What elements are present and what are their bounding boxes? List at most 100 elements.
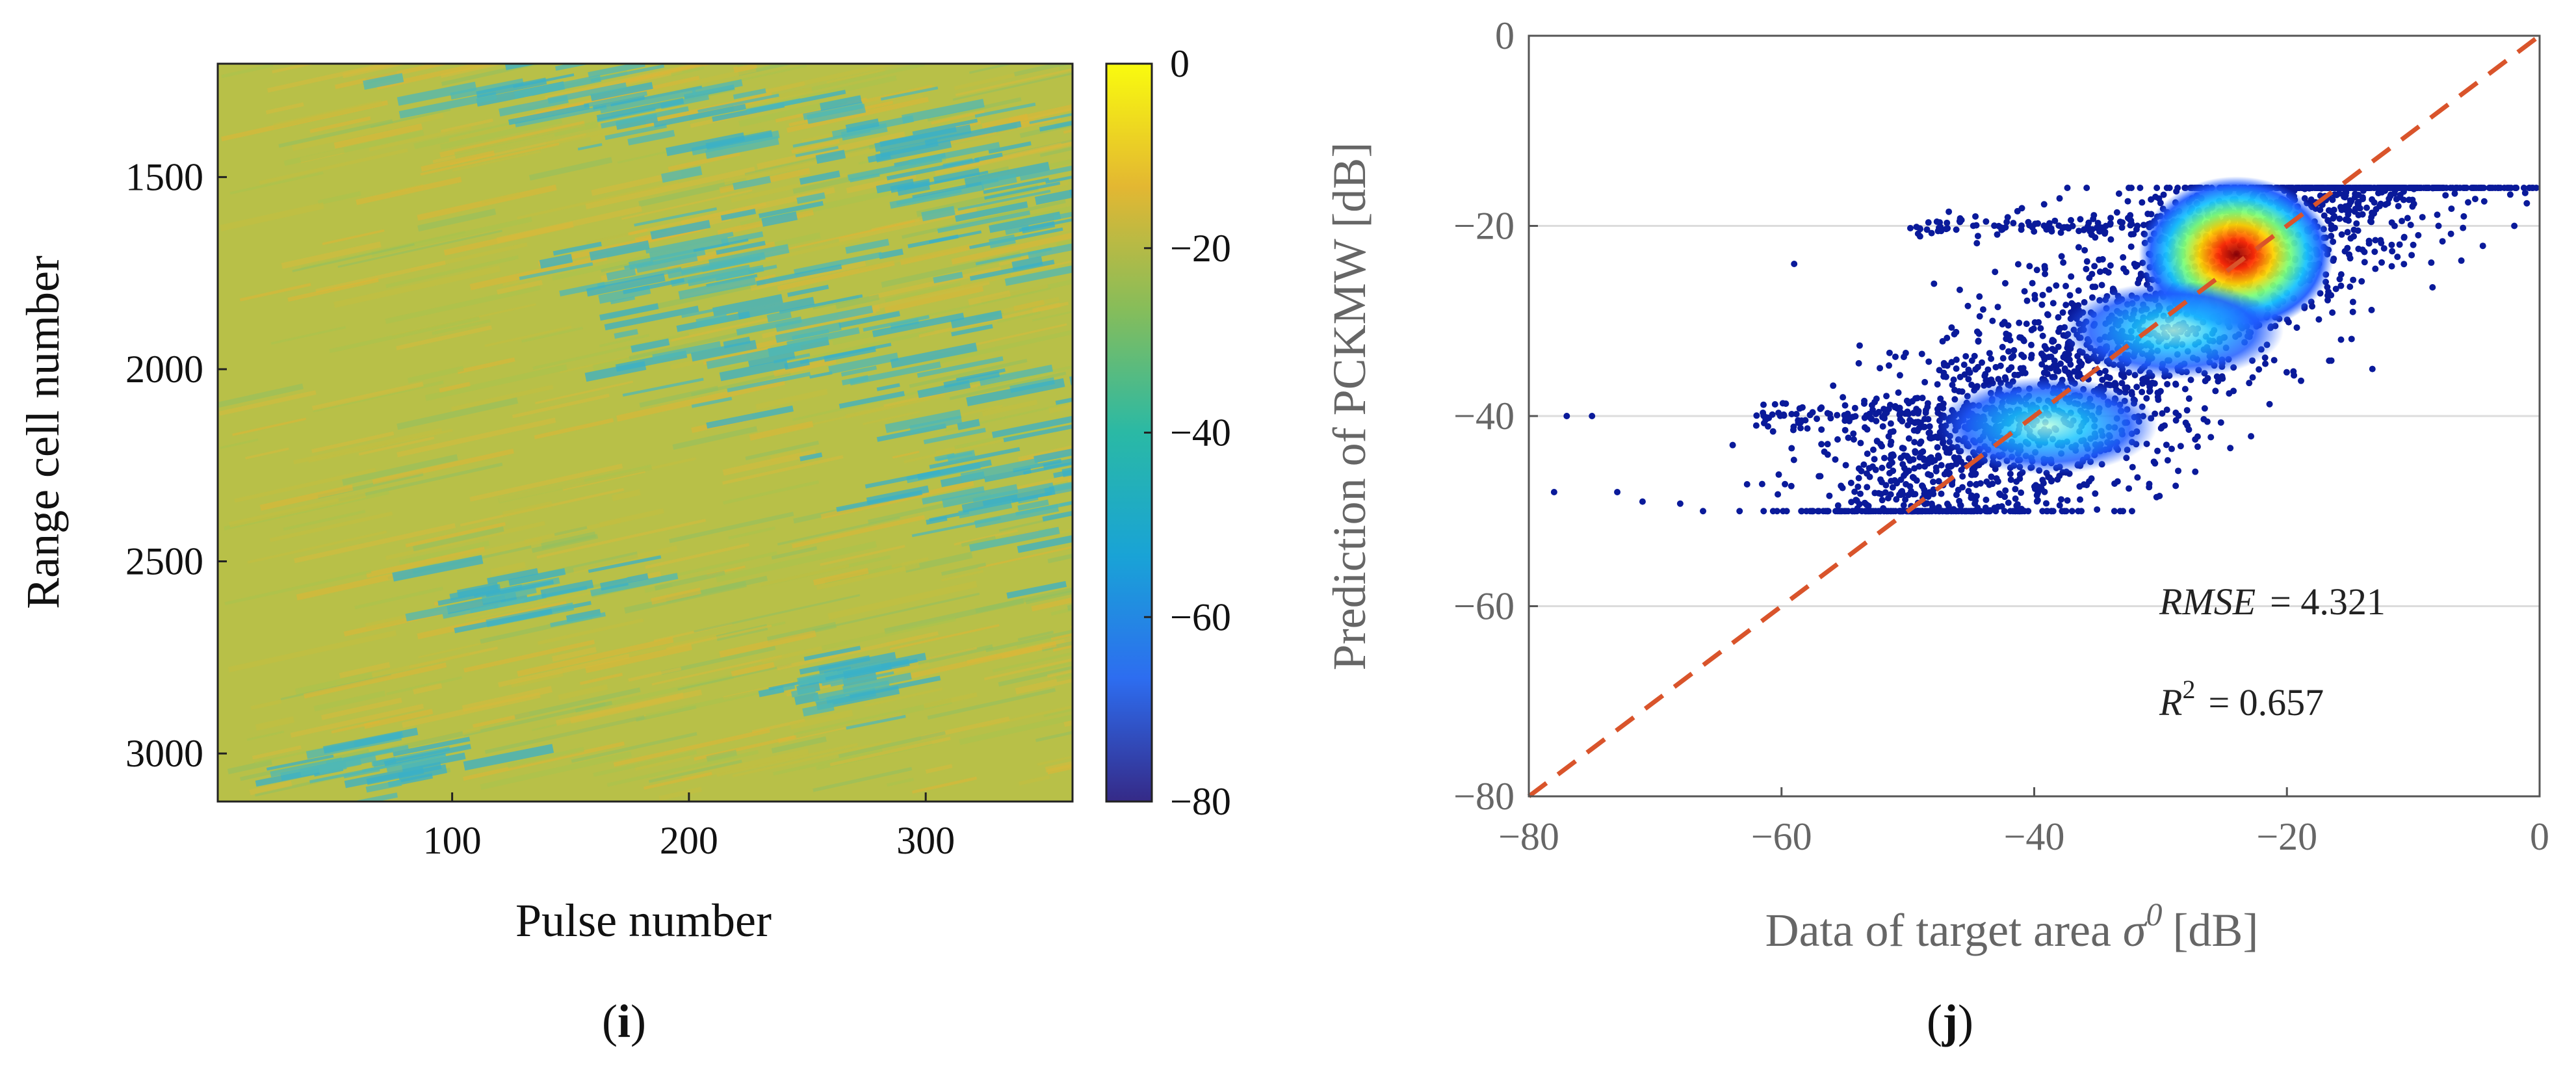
scatter-point [1849,508,1856,515]
scatter-point [2397,191,2404,198]
scatter-point [2059,508,2066,515]
heatmap-streak [750,261,866,291]
scatter-point [1856,342,1863,349]
scatter-point [1834,411,1841,419]
heatmap-streak [228,630,397,673]
heatmap-streak [728,526,776,540]
heatmap-low-region [748,352,796,367]
heatmap-streak [1025,590,1073,605]
scatter-point [1842,462,1849,469]
scatter-point [2293,185,2300,192]
scatter-point [1956,286,1963,293]
scatter-point [2129,463,2136,471]
panel-i: 100 200 300 1500 2000 2500 3000 Pulse number R… [17,42,1231,1047]
scatter-point [1868,415,1875,423]
scatter-point [2337,336,2345,343]
scatter-point [2326,185,2333,191]
scatter-density-peak [1936,376,2157,475]
scatter-ytick-label: −80 [1453,775,1515,818]
heatmap-streak [745,440,820,461]
scatter-point [2042,270,2049,278]
heatmap-streak [838,731,946,759]
scatter-point [1896,410,1903,417]
scatter-point [1988,355,1995,362]
heatmap-streak [220,202,325,231]
scatter-point [1911,439,1918,446]
heatmap-low-region [705,136,779,159]
scatter-point [2568,185,2574,191]
heatmap-streak [639,385,719,408]
scatter-point [2081,246,2088,254]
scatter-density-peak [2062,281,2284,380]
scatter-point [2185,395,2192,402]
heatmap-streak [412,682,443,695]
scatter-point [2038,361,2046,368]
scatter-point [2049,338,2056,345]
heatmap-streak [884,598,1024,634]
heatmap-streak [252,745,302,760]
scatter-point [1905,400,1912,407]
heatmap-low-region [653,103,746,128]
scatter-point [2388,241,2395,248]
heatmap-streak [469,463,623,502]
scatter-point [1905,410,1912,417]
scatter-point [1866,410,1873,417]
scatter-point [1830,382,1837,389]
scatter-point [1892,353,1899,360]
scatter-point [2013,478,2020,485]
heatmap-streak [959,714,1073,745]
heatmap-streak [887,777,915,787]
heatmap-streak [463,640,595,673]
heatmap-streak [1048,402,1073,414]
scatter-point [2460,213,2467,220]
scatter-point [2133,384,2140,391]
heatmap-streak [954,529,1019,546]
heatmap-low-region [989,234,1016,248]
heatmap-streak [813,568,869,586]
heatmap-low-region [736,316,802,336]
heatmap-streak [290,703,424,738]
scatter-point [2075,364,2082,371]
scatter-point [2001,280,2009,287]
heatmap-low-region [393,737,471,757]
scatter-point [2181,385,2189,393]
heatmap-streak [723,480,820,505]
scatter-ytick-label: −40 [1453,395,1515,437]
scatter-point [1994,478,2001,485]
scatter-point [2014,261,2022,268]
scatter-point [2460,224,2467,231]
scatter-point [2389,248,2396,255]
scatter-point [2113,209,2120,216]
scatter-point [2077,216,2084,223]
heatmap-streak [827,581,978,620]
scatter-point [2480,198,2488,205]
heatmap-streak [923,692,978,709]
scatter-point [1938,462,1945,469]
heatmap-low-region [840,123,888,141]
scatter-point [2043,345,2050,352]
heatmap-low-region [1039,120,1073,132]
scatter-point [1914,395,1921,402]
heatmap-low-region [1019,218,1073,232]
scatter-point [2154,447,2161,454]
scatter-point [2089,283,2096,291]
heatmap-low-region [966,378,1065,406]
heatmap-streak [677,663,792,691]
heatmap-low-region [721,231,764,245]
heatmap-low-region [696,313,728,328]
heatmap-streak [439,120,586,158]
scatter-point [1971,500,1979,507]
scatter-point [1921,423,1928,430]
heatmap-low-region [907,234,959,248]
scatter-point [2163,441,2170,449]
scatter-point [2338,231,2345,238]
heatmap-streak [892,450,920,459]
scatter-point [2094,506,2101,513]
scatter-point [2018,489,2025,496]
scatter-point [1884,495,1892,502]
heatmap-streak [342,64,410,79]
scatter-point [1953,356,1960,363]
heatmap-streak [592,350,659,371]
heatmap-low-region [519,262,593,280]
r2-annotation: R2 = 0.657 [2159,675,2324,724]
